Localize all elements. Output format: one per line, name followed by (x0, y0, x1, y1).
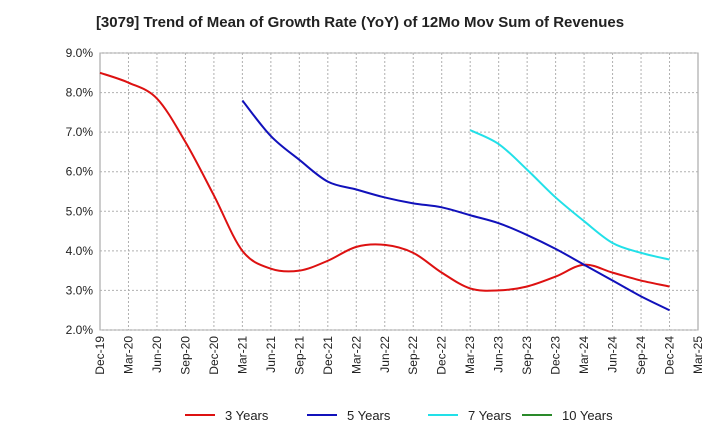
y-tick-label: 8.0% (66, 86, 94, 100)
legend-label-7-years: 7 Years (468, 408, 512, 423)
y-tick-label: 5.0% (66, 204, 94, 218)
series-lines (99, 71, 670, 312)
x-axis: Dec-19 Mar-20 Jun-20 Sep-20 Dec-20 Mar-21 Jun-… (93, 336, 705, 375)
x-tick-label: Dec-23 (549, 336, 563, 375)
y-axis: 2.0% 3.0% 4.0% 5.0% 6.0% 7.0% 8.0% 9.0% (66, 46, 94, 337)
x-tick-label: Mar-25 (691, 336, 705, 374)
x-tick-label: Jun-24 (606, 336, 620, 373)
series-line-5-years (241, 99, 670, 312)
x-tick-label: Sep-21 (292, 336, 306, 375)
y-tick-label: 2.0% (66, 323, 94, 337)
x-tick-label: Jun-22 (378, 336, 392, 373)
y-tick-label: 9.0% (66, 46, 94, 60)
x-tick-label: Mar-21 (235, 336, 249, 374)
x-tick-label: Sep-23 (520, 336, 534, 375)
series-line-7-years (469, 129, 670, 261)
x-tick-label: Sep-20 (178, 336, 192, 375)
chart-title: [3079] Trend of Mean of Growth Rate (YoY… (95, 14, 625, 31)
x-tick-label: Jun-20 (150, 336, 164, 373)
legend: 3 Years 5 Years 7 Years 10 Years (185, 408, 613, 423)
y-tick-label: 4.0% (66, 244, 94, 258)
y-tick-label: 3.0% (66, 283, 94, 297)
x-tick-label: Jun-21 (264, 336, 278, 373)
x-tick-label: Dec-21 (321, 336, 335, 375)
x-tick-label: Dec-22 (435, 336, 449, 375)
x-tick-label: Dec-24 (663, 336, 677, 375)
x-tick-label: Dec-19 (93, 336, 107, 375)
x-tick-label: Jun-23 (492, 336, 506, 373)
x-tick-label: Sep-24 (634, 336, 648, 375)
y-tick-label: 6.0% (66, 165, 94, 179)
x-tick-label: Mar-20 (121, 336, 135, 374)
x-tick-label: Mar-22 (349, 336, 363, 374)
x-tick-label: Mar-23 (463, 336, 477, 374)
legend-label-5-years: 5 Years (347, 408, 391, 423)
series-line-3-years (99, 71, 670, 292)
plot-area (99, 52, 699, 331)
x-tick-label: Dec-20 (207, 336, 221, 375)
y-tick-label: 7.0% (66, 125, 94, 139)
x-tick-label: Mar-24 (577, 336, 591, 374)
x-tick-label: Sep-22 (406, 336, 420, 375)
legend-label-10-years: 10 Years (562, 408, 613, 423)
legend-label-3-years: 3 Years (225, 408, 269, 423)
